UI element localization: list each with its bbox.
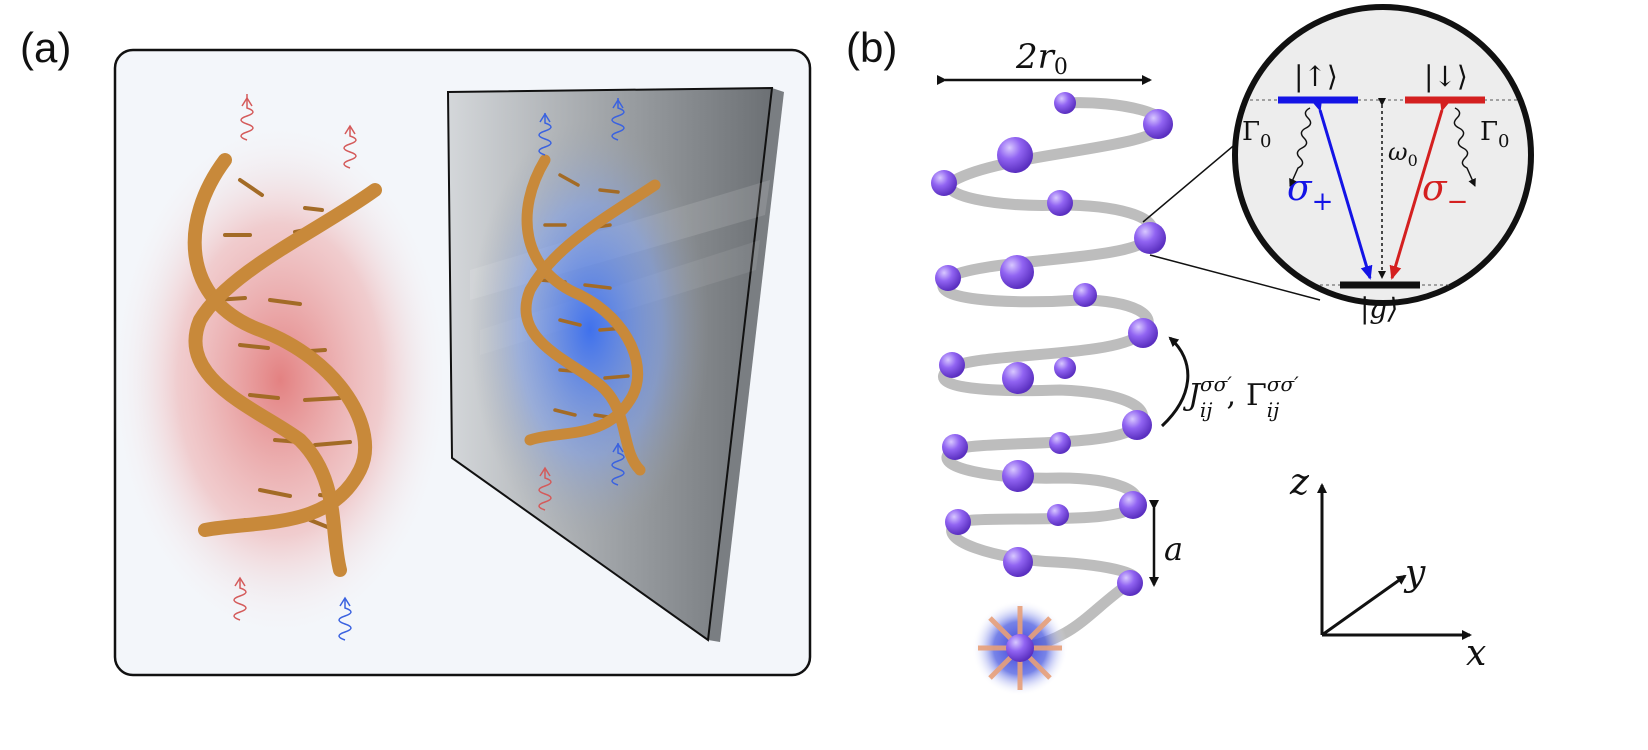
atom [935, 265, 961, 291]
dna-helix-right [520, 154, 661, 476]
atom [1054, 92, 1076, 114]
decay-left-label: Γ0 [1242, 117, 1272, 152]
y-axis-label: y [1403, 553, 1426, 594]
atom [1047, 190, 1073, 216]
atom [945, 509, 971, 535]
width-label: 2r0 [1015, 37, 1068, 80]
sigma-minus-arrow [1389, 96, 1452, 280]
state-ground-label: |g⟩ [1360, 292, 1398, 325]
atom [939, 352, 965, 378]
atom [1049, 432, 1071, 454]
sigma-plus-arrow [1310, 96, 1373, 280]
excited-atom-burst [972, 600, 1068, 696]
coupling-arrow [1160, 336, 1190, 428]
state-down-label: |↓⟩ [1424, 60, 1468, 93]
helix-tube [937, 97, 1170, 654]
atom [1128, 318, 1158, 348]
y-axis [1321, 574, 1407, 637]
atom [1047, 504, 1069, 526]
atom [931, 170, 957, 196]
photon-red-1 [240, 94, 254, 141]
photon-red-2 [343, 124, 357, 169]
sigma-minus-label: σ− [1422, 168, 1468, 217]
x-axis-label: x [1466, 633, 1486, 674]
decay-right-wiggle [1453, 107, 1476, 187]
state-up-label: |↑⟩ [1294, 60, 1338, 93]
photon-blue-1 [538, 112, 552, 156]
atom [942, 434, 968, 460]
atom [1054, 357, 1076, 379]
atom [1117, 570, 1143, 596]
dna-helix-left [187, 153, 382, 577]
atom [1006, 634, 1034, 662]
photon-blue-2 [611, 98, 625, 141]
spacing-label: a [1164, 530, 1183, 568]
atom [1002, 460, 1034, 492]
coordinate-axes: z y x [1289, 462, 1486, 674]
atom [1119, 491, 1147, 519]
coupling-label: Jσσ′ ij, Γσσ′ ij [1182, 372, 1299, 422]
decay-left-wiggle [1289, 107, 1312, 187]
zoom-line-bottom [1149, 254, 1321, 301]
atom [1122, 410, 1152, 440]
sigma-plus-label: σ+ [1287, 168, 1333, 217]
panel-a-label: (a) [20, 24, 71, 71]
level-diagram: |↑⟩ |↓⟩ |g⟩ ω0 σ+ σ− Γ0 Γ0 [1232, 4, 1534, 325]
atom [997, 137, 1033, 173]
atoms [931, 92, 1173, 596]
photon-red-3 [538, 466, 552, 511]
atom [1000, 255, 1034, 289]
atom [1003, 547, 1033, 577]
atom [1134, 222, 1166, 254]
photon-red-4 [233, 576, 247, 621]
atom [1143, 109, 1173, 139]
atom [1002, 362, 1034, 394]
photon-blue-3 [611, 442, 625, 486]
photon-blue-4 [338, 596, 352, 641]
red-glow [110, 120, 450, 640]
atom [1073, 283, 1097, 307]
z-axis-label: z [1289, 462, 1310, 503]
panel-b-label: (b) [846, 24, 897, 71]
decay-right-label: Γ0 [1480, 117, 1510, 152]
